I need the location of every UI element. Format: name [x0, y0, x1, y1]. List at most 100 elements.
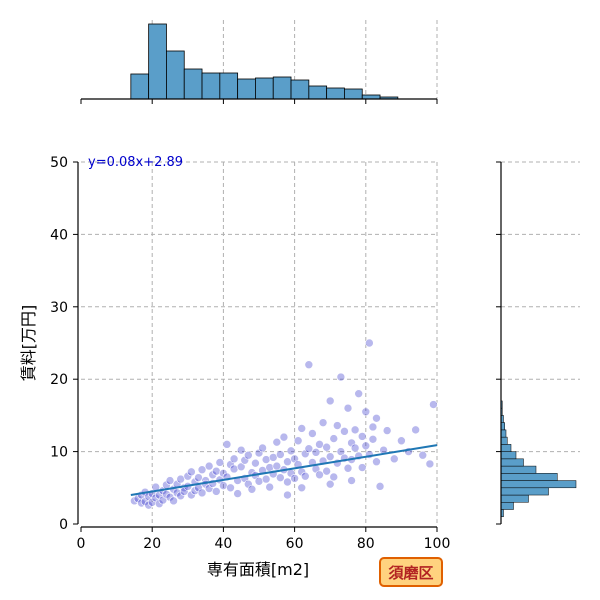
y-axis-label: 賃料[万円]: [19, 305, 38, 382]
scatter-point: [251, 458, 260, 468]
top-hist-bar: [326, 87, 345, 100]
right-hist-bar: [500, 429, 507, 438]
x-tick-label: 100: [424, 536, 451, 552]
top-hist-bar: [148, 23, 167, 100]
top-hist-bar: [255, 77, 274, 100]
top-hist-bar: [219, 72, 239, 100]
scatter-point: [350, 425, 360, 435]
y-tick-label: 10: [50, 445, 68, 461]
scatter-point: [208, 470, 218, 480]
scatter-point: [204, 461, 214, 471]
scatter-point: [382, 426, 392, 435]
top-hist-bar: [344, 88, 363, 100]
top-hist-bar: [272, 76, 292, 100]
scatter-point: [155, 499, 164, 509]
scatter-point: [190, 486, 200, 495]
scatter-point: [318, 418, 328, 427]
scatter-point: [365, 338, 374, 348]
scatter-point: [229, 464, 239, 474]
scatter-point: [329, 472, 339, 482]
scatter-point: [315, 470, 324, 480]
scatter-point: [368, 434, 378, 444]
right-hist-bar: [500, 444, 512, 452]
scatter-point: [229, 454, 239, 464]
top-hist-bar: [290, 79, 310, 100]
right-hist-bar: [500, 487, 549, 496]
scatter-point: [297, 483, 307, 493]
top-hist-bar: [201, 72, 221, 100]
scatter-point: [236, 462, 246, 472]
right-hist-bar: [500, 480, 577, 489]
top-hist-bar: [130, 73, 150, 100]
scatter-point: [325, 452, 335, 461]
y-tick-label: 30: [50, 300, 68, 316]
x-tick-label: 20: [143, 536, 161, 552]
scatter-point: [268, 453, 278, 462]
scatter-points: [130, 338, 438, 510]
scatter-point: [222, 440, 232, 449]
scatter-point: [322, 442, 331, 452]
scatter-point: [165, 476, 175, 485]
scatter-point: [272, 437, 282, 447]
scatter-point: [343, 463, 353, 473]
scatter-point: [172, 488, 182, 498]
scatter-point: [286, 446, 296, 456]
x-tick-label: 40: [214, 536, 232, 552]
scatter-point: [325, 396, 335, 406]
scatter-point: [261, 455, 271, 464]
scatter-point: [357, 432, 367, 441]
scatter-point: [240, 455, 250, 465]
scatter-point: [336, 372, 346, 382]
right-hist-bar: [500, 502, 514, 510]
area-badge: [379, 557, 443, 587]
scatter-point: [283, 457, 292, 467]
scatter-point: [429, 400, 438, 409]
scatter-point: [361, 441, 371, 451]
scatter-point: [283, 477, 292, 487]
scatter-point: [236, 445, 246, 455]
scatter-point: [244, 450, 253, 460]
scatter-point: [372, 413, 381, 423]
y-tick-label: 20: [50, 372, 68, 388]
scatter-point: [179, 487, 189, 496]
scatter-point: [276, 473, 285, 482]
y-tick-label: 40: [50, 227, 68, 243]
scatter-point: [333, 421, 342, 430]
scatter-point: [343, 403, 353, 413]
scatter-point: [219, 481, 228, 490]
scatter-point: [290, 474, 299, 483]
top-hist-bar: [237, 78, 256, 100]
main-ticks: 0 20 40 60 80 100 0 10 20 30 40 50: [50, 155, 450, 552]
x-tick-label: 80: [357, 536, 375, 552]
scatter-point: [304, 360, 314, 370]
scatter-point: [315, 440, 324, 449]
scatter-point: [336, 447, 346, 456]
scatter-point: [283, 490, 292, 500]
scatter-point: [147, 497, 157, 507]
scatter-point: [300, 449, 310, 459]
scatter-point: [254, 476, 264, 486]
scatter-point: [183, 471, 193, 481]
scatter-point: [162, 490, 171, 499]
scatter-point: [276, 450, 285, 459]
scatter-point: [311, 448, 321, 457]
scatter-point: [372, 457, 381, 467]
scatter-point: [265, 482, 274, 492]
scatter-point: [350, 443, 360, 453]
scatter-point: [194, 473, 203, 482]
scatter-point: [140, 497, 150, 506]
area-badge-label: 須磨区: [387, 564, 433, 582]
scatter-point: [197, 488, 207, 498]
scatter-point: [357, 463, 367, 472]
scatter-point: [279, 432, 289, 442]
scatter-point: [165, 492, 175, 502]
right-hist-bar: [500, 451, 517, 460]
scatter-point: [354, 389, 363, 398]
scatter-point: [368, 422, 378, 432]
scatter-point: [254, 448, 264, 458]
scatter-point: [176, 491, 185, 501]
scatter-point: [187, 467, 196, 477]
main-grid: [81, 161, 438, 524]
scatter-point: [297, 424, 307, 433]
